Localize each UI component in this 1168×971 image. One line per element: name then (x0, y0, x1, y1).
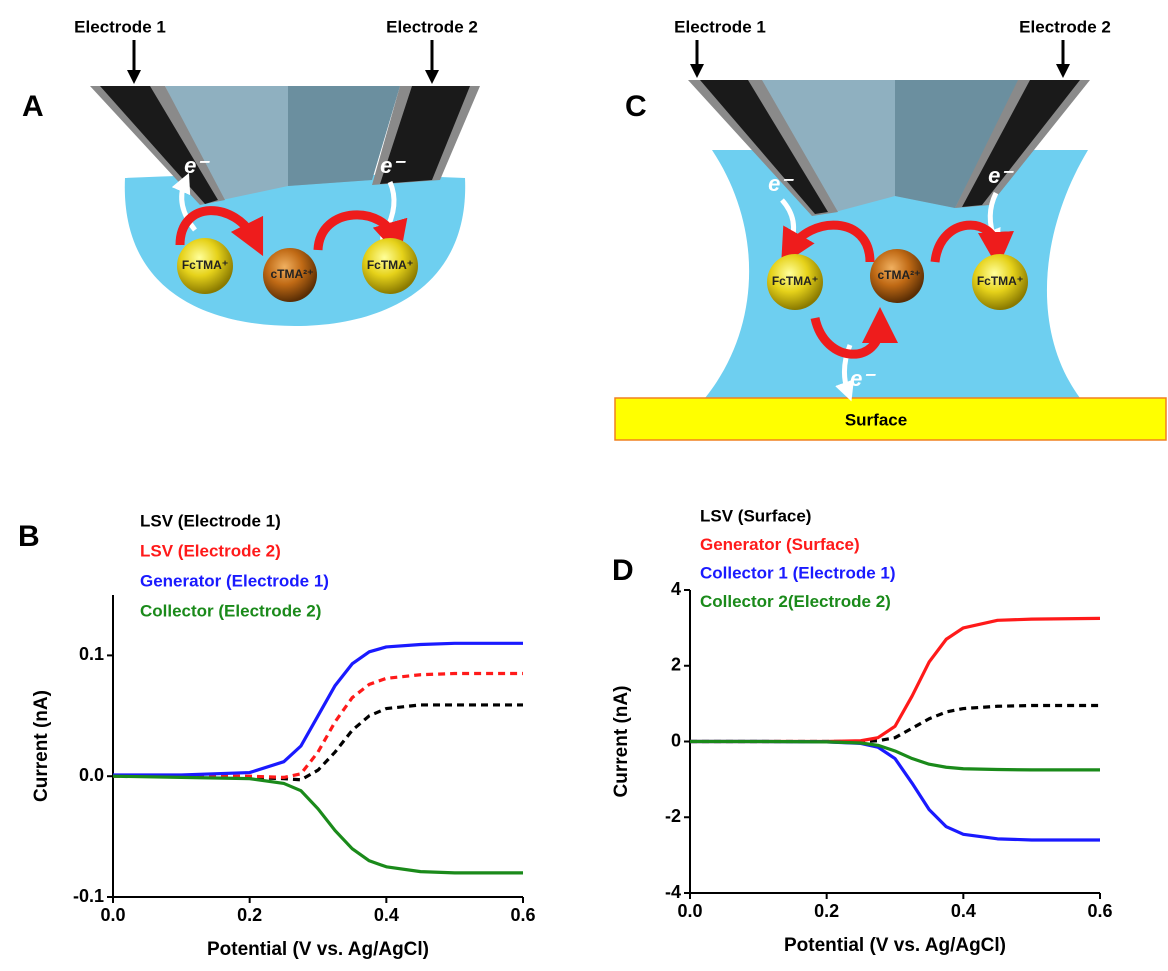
x-tick-label: 0.2 (814, 901, 839, 921)
legend-label: LSV (Electrode 1) (140, 511, 281, 530)
molecule-label: FcTMA⁺ (367, 258, 413, 272)
arrow-head (1056, 64, 1070, 78)
legend-label: Collector 1 (Electrode 1) (700, 563, 896, 582)
molecule-label: cTMA²⁺ (271, 267, 314, 281)
y-axis-label: Current (nA) (31, 690, 52, 802)
panel-label: D (612, 554, 634, 587)
electron: e⁻ (184, 153, 210, 178)
x-axis-label: Potential (V vs. Ag/AgCl) (207, 939, 429, 960)
diagram-a: A Electrode 1 Electrode 2 e⁻ e⁻ FcTMA⁺ c… (22, 17, 480, 326)
legend-label: LSV (Surface) (700, 506, 811, 525)
data-line (113, 776, 523, 873)
data-line (690, 742, 1100, 770)
molecule-label: FcTMA⁺ (772, 274, 818, 288)
legend-label: Generator (Electrode 1) (140, 571, 329, 590)
x-tick-label: 0.6 (510, 905, 535, 925)
panel-label: B (18, 520, 40, 553)
legend-label: Generator (Surface) (700, 535, 860, 554)
x-tick-label: 0.0 (100, 905, 125, 925)
diagram-c: C Electrode 1 Electrode 2 Surface e⁻ e⁻ … (615, 17, 1166, 440)
y-tick-label: -2 (665, 806, 681, 826)
x-tick-label: 0.4 (951, 901, 976, 921)
electron: e⁻ (850, 366, 876, 391)
y-tick-label: 0.1 (79, 644, 104, 664)
y-tick-label: 2 (671, 655, 681, 675)
arrow-head (425, 70, 439, 84)
electron: e⁻ (988, 163, 1014, 188)
molecule-label: cTMA²⁺ (878, 268, 921, 282)
arrow-head (690, 64, 704, 78)
electrode-label: Electrode 1 (674, 17, 766, 36)
y-tick-label: 0 (671, 730, 681, 750)
data-line (113, 674, 523, 778)
figure: A Electrode 1 Electrode 2 e⁻ e⁻ FcTMA⁺ c… (0, 0, 1168, 971)
electron: e⁻ (380, 153, 406, 178)
molecule-label: FcTMA⁺ (977, 274, 1023, 288)
y-tick-label: -0.1 (73, 886, 104, 906)
arrow-head (127, 70, 141, 84)
x-tick-label: 0.6 (1087, 901, 1112, 921)
molecule-label: FcTMA⁺ (182, 258, 228, 272)
electrode-label: Electrode 1 (74, 17, 166, 36)
y-tick-label: 0.0 (79, 765, 104, 785)
legend-label: Collector (Electrode 2) (140, 601, 321, 620)
electrode-label: Electrode 2 (386, 17, 478, 36)
y-tick-label: -4 (665, 882, 681, 902)
surface-label: Surface (845, 410, 907, 429)
data-line (113, 643, 523, 775)
x-axis-label: Potential (V vs. Ag/AgCl) (784, 935, 1006, 956)
data-line (690, 618, 1100, 741)
legend-label: Collector 2(Electrode 2) (700, 592, 891, 611)
y-tick-label: 4 (671, 579, 681, 599)
panel-label: A (22, 90, 44, 123)
x-tick-label: 0.0 (677, 901, 702, 921)
x-tick-label: 0.2 (237, 905, 262, 925)
panel-label: C (625, 90, 647, 123)
x-tick-label: 0.4 (374, 905, 399, 925)
legend-label: LSV (Electrode 2) (140, 541, 281, 560)
electrode-label: Electrode 2 (1019, 17, 1111, 36)
data-line (690, 742, 1100, 840)
electron: e⁻ (768, 171, 794, 196)
y-axis-label: Current (nA) (611, 686, 632, 798)
